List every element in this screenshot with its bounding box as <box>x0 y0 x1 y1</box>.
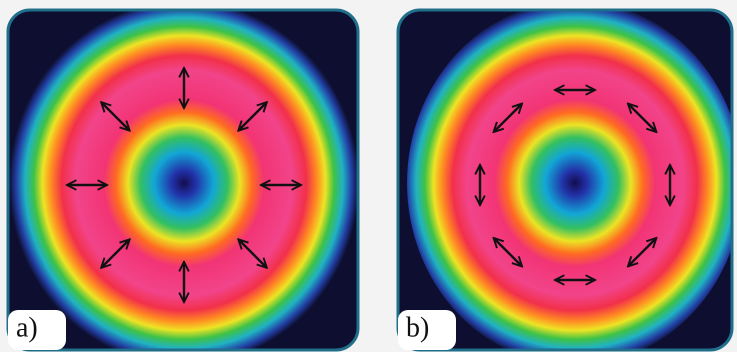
panel-a <box>8 1 360 352</box>
panel-label: b) <box>406 312 429 343</box>
panel-label: a) <box>16 312 38 343</box>
panel-b <box>398 1 737 352</box>
figure: a) b) <box>0 0 737 352</box>
page: a) b) (() => { const data = JSON.parse(d… <box>0 0 737 352</box>
